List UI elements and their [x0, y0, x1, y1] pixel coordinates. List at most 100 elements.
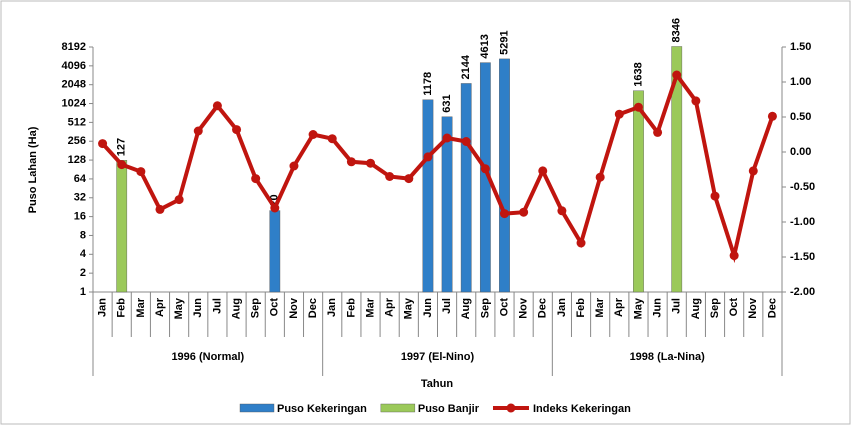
x-tick-label: Apr [384, 297, 396, 317]
x-tick-label: Sep [709, 298, 721, 318]
bar [422, 99, 434, 293]
x-tick-label: Dec [307, 298, 319, 318]
x-tick-label: Jan [556, 298, 568, 317]
legend-label: Puso Banjir [418, 403, 480, 415]
x-tick-label: Jan [326, 298, 338, 317]
line-marker [672, 70, 682, 80]
line-marker [633, 102, 643, 112]
y2-tick-label: 0.00 [790, 146, 811, 158]
bar [499, 58, 510, 293]
x-tick-label: Mar [364, 297, 376, 317]
line-marker [729, 251, 739, 261]
line-marker [136, 167, 146, 177]
y2-tick-label: -2.00 [790, 286, 815, 298]
x-tick-label: Jul [211, 298, 223, 314]
data-label: 2144 [460, 54, 472, 79]
line-marker [366, 158, 376, 168]
line-marker [595, 172, 605, 182]
line-marker [174, 195, 184, 205]
line-marker [423, 152, 433, 162]
line-marker [98, 139, 108, 149]
line-marker [251, 174, 261, 184]
y2-tick-label: -1.50 [790, 251, 815, 263]
line-marker [308, 130, 318, 139]
line-marker [767, 111, 777, 121]
x-tick-label: Apr [613, 297, 625, 317]
x-tick-label: Mar [594, 297, 606, 317]
x-tick-label: Aug [460, 298, 472, 319]
y-tick-label: 4096 [62, 60, 86, 72]
x-tick-label: Oct [728, 298, 740, 317]
line-marker [289, 161, 299, 171]
data-label: 127 [116, 138, 128, 156]
line-marker [232, 125, 242, 135]
x-tick-label: Nov [518, 297, 530, 319]
line-marker [327, 134, 337, 144]
bar [671, 46, 683, 293]
line-marker [212, 101, 222, 111]
data-label: 631 [441, 94, 453, 112]
x-tick-label: Nov [747, 297, 759, 319]
x-tick-label: Feb [345, 298, 357, 318]
line-marker [117, 160, 127, 170]
line-marker [404, 174, 414, 184]
y-tick-label: 8 [80, 229, 86, 241]
legend-swatch [506, 403, 516, 413]
x-tick-label: Jul [441, 298, 453, 314]
y-tick-label: 2048 [62, 79, 86, 91]
data-label: 1638 [632, 62, 644, 86]
x-tick-label: Apr [154, 297, 166, 317]
line-marker [480, 164, 490, 174]
y-tick-label: 1 [80, 286, 86, 298]
line-marker [653, 127, 663, 137]
x-tick-label: Jun [192, 298, 204, 318]
x-tick-label: Jul [671, 298, 683, 314]
data-label: 1178 [422, 72, 434, 96]
legend-label: Puso Kekeringan [277, 403, 367, 415]
x-tick-label: Jan [96, 298, 108, 317]
x-tick-label: Feb [116, 298, 128, 318]
line-marker [748, 166, 758, 176]
line-marker [691, 96, 701, 106]
y-tick-label: 128 [68, 154, 86, 166]
line-marker [576, 238, 586, 248]
x-tick-label: Oct [498, 298, 510, 317]
x-tick-label: Dec [766, 298, 778, 318]
y2-tick-label: -0.50 [790, 181, 815, 193]
line-marker [193, 126, 203, 136]
y-tick-label: 8192 [62, 41, 86, 53]
y2-tick-label: 1.50 [790, 41, 811, 53]
x-tick-label: Mar [135, 297, 147, 317]
x-axis-title: Tahun [421, 378, 453, 390]
data-label: 8346 [671, 18, 683, 42]
legend-swatch [239, 403, 275, 413]
x-tick-label: Jun [652, 298, 664, 318]
y-tick-label: 32 [74, 192, 86, 204]
bar [116, 160, 128, 293]
x-tick-label: May [632, 297, 644, 319]
line-marker [519, 207, 529, 217]
x-tick-label: May [173, 297, 185, 319]
y-axis-title: Puso Lahan (Ha) [27, 126, 39, 213]
x-tick-label: May [403, 297, 415, 319]
line-marker [710, 191, 720, 201]
x-tick-label: Nov [288, 297, 300, 319]
line-marker [155, 204, 165, 214]
line-marker [614, 109, 624, 119]
line-marker [538, 166, 548, 176]
x-tick-label: Jun [422, 298, 434, 318]
line [101, 70, 775, 264]
y-tick-label: 512 [68, 116, 86, 128]
y2-tick-label: -1.00 [790, 216, 815, 228]
y-tick-label: 4 [80, 248, 87, 260]
x-tick-label: Sep [479, 298, 491, 318]
bar [269, 210, 281, 293]
x-tick-label: Oct [269, 298, 281, 317]
data-label: 4613 [479, 34, 491, 58]
bar [460, 83, 472, 293]
line-marker [270, 203, 280, 213]
y-tick-label: 256 [68, 135, 86, 147]
legend-label: Indeks Kekeringan [533, 403, 631, 415]
line-marker [442, 133, 452, 143]
line-marker [557, 206, 567, 216]
